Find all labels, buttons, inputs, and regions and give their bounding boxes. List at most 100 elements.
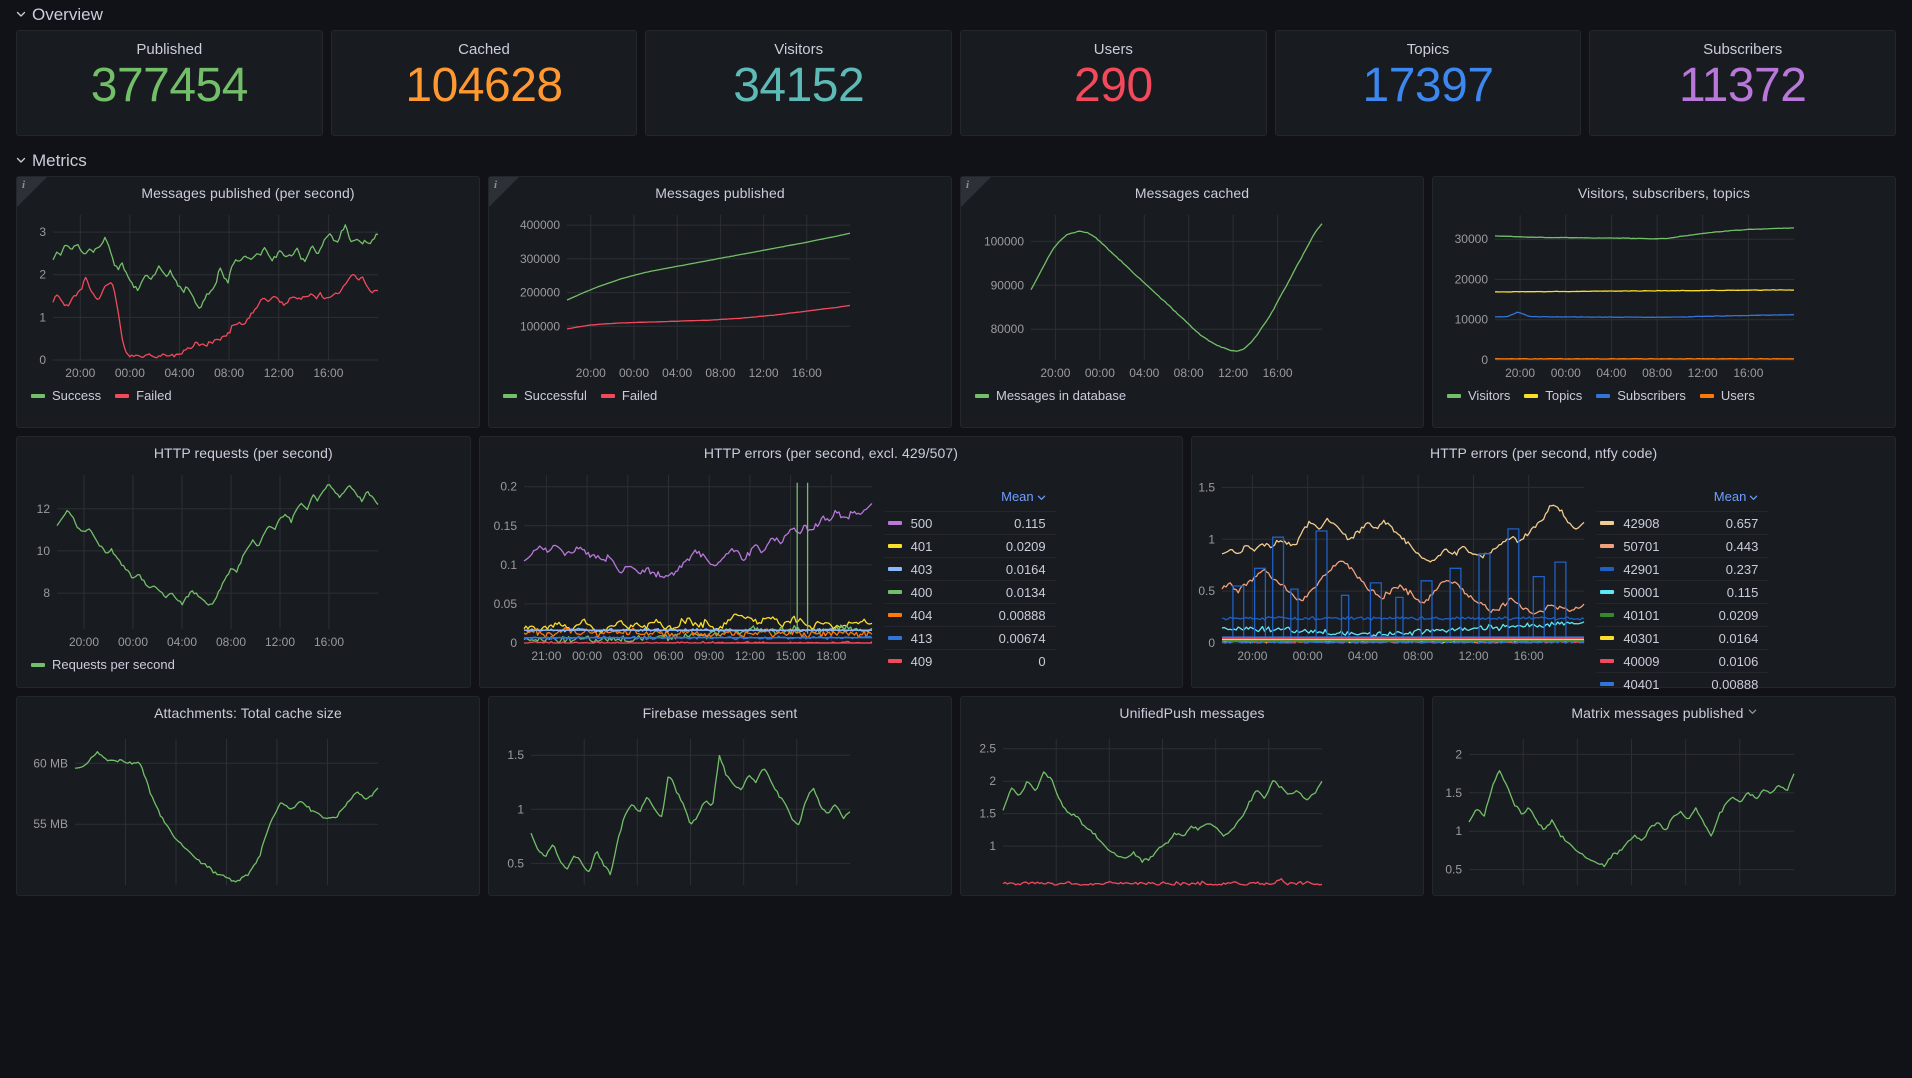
legend-item[interactable]: Failed	[600, 388, 657, 403]
panel-menu-chevron-icon[interactable]	[1748, 703, 1757, 714]
stat-panel-published[interactable]: Published 377454	[16, 30, 323, 136]
grid-cell: Visitors, subscribers, topics 0 10000 20000…	[1432, 176, 1896, 428]
legend-table-row[interactable]: 409 0	[883, 649, 1056, 672]
stat-title: Subscribers	[1703, 41, 1783, 58]
legend-table-row[interactable]: 50001 0.115	[1596, 580, 1769, 603]
panel-messages-cached[interactable]: i Messages cached 80000 90000 100000 20:00 00:…	[960, 176, 1424, 428]
legend-color-swatch	[1600, 521, 1615, 525]
legend-table-row[interactable]: 404 0.00888	[883, 603, 1056, 626]
row-header-metrics[interactable]: Metrics	[8, 146, 1904, 176]
panel-legend: Successful Failed	[489, 386, 951, 409]
info-icon[interactable]: i	[966, 179, 970, 191]
legend-table-row[interactable]: 40101 0.0209	[1596, 603, 1769, 626]
legend-table-row[interactable]: 40301 0.0164	[1596, 626, 1769, 649]
dashboard-root: Overview Published 377454 Cached 104628 Visi…	[8, 0, 1904, 896]
svg-text:04:00: 04:00	[167, 635, 197, 649]
svg-text:08:00: 08:00	[1404, 649, 1434, 663]
legend-label: 42901	[1623, 561, 1660, 577]
panel-title: HTTP requests (per second)	[153, 445, 333, 461]
legend-item[interactable]: Subscribers	[1596, 388, 1686, 403]
panel-firebase-messages[interactable]: Firebase messages sent 0.5 1 1.5	[488, 696, 952, 896]
info-icon[interactable]: i	[494, 179, 498, 191]
legend-label: 42908	[1623, 515, 1660, 531]
metrics-grid-row-1: i Messages published (per second) 0 1 2 3 20:0…	[8, 176, 1904, 428]
svg-text:1.5: 1.5	[1199, 480, 1216, 494]
panel-messages-published-rate[interactable]: i Messages published (per second) 0 1 2 3 20:0…	[16, 176, 480, 428]
legend-table-row[interactable]: 413 0.00674	[883, 626, 1056, 649]
stat-panel-subscribers[interactable]: Subscribers 11372	[1589, 30, 1897, 136]
panel-http-requests[interactable]: HTTP requests (per second) 8 10 12 20:00 00:0…	[16, 436, 471, 688]
svg-text:08:00: 08:00	[216, 635, 246, 649]
legend-label: Requests per second	[52, 657, 175, 672]
row-header-overview[interactable]: Overview	[8, 0, 1904, 30]
svg-text:0.5: 0.5	[1199, 584, 1216, 598]
legend-sort-header[interactable]: Mean	[884, 489, 1056, 511]
svg-text:20:00: 20:00	[1238, 649, 1268, 663]
legend-label: Messages in database	[996, 388, 1127, 403]
grid-cell: i Messages published (per second) 0 1 2 3 20:0…	[16, 176, 480, 428]
legend-value: 0.0164	[1005, 561, 1046, 577]
panel-legend: Success Failed	[17, 386, 479, 409]
legend-color-swatch	[887, 613, 902, 617]
stat-panel-users[interactable]: Users 290	[960, 30, 1267, 136]
stat-title: Visitors	[774, 41, 824, 58]
legend-item[interactable]: Visitors	[1447, 388, 1510, 403]
chevron-down-icon[interactable]	[16, 155, 26, 165]
svg-text:04:00: 04:00	[1129, 366, 1159, 380]
legend-color-swatch	[1600, 659, 1615, 663]
svg-text:0.5: 0.5	[1445, 863, 1462, 877]
panel-visitors-subscribers-topics[interactable]: Visitors, subscribers, topics 0 10000 20000…	[1432, 176, 1896, 428]
legend-label: 50001	[1623, 584, 1660, 600]
legend-color-swatch	[1600, 636, 1615, 640]
legend-sort-header[interactable]: Mean	[1596, 489, 1768, 511]
legend-table-row[interactable]: 50701 0.443	[1596, 534, 1769, 557]
chevron-down-icon[interactable]	[1037, 489, 1046, 504]
panel-title: Messages published (per second)	[141, 185, 355, 201]
legend-table-row[interactable]: 42901 0.237	[1596, 557, 1769, 580]
info-corner-marker[interactable]	[961, 177, 991, 207]
svg-text:2: 2	[39, 268, 46, 282]
legend-table-row[interactable]: 500 0.115	[883, 511, 1056, 534]
chevron-down-icon[interactable]	[16, 9, 26, 19]
legend-item[interactable]: Topics	[1524, 388, 1582, 403]
legend-item[interactable]: Requests per second	[31, 657, 175, 672]
grid-cell: i Messages published 100000 200000 300000 400…	[488, 176, 952, 428]
info-corner-marker[interactable]	[17, 177, 47, 207]
stat-panel-visitors[interactable]: Visitors 34152	[645, 30, 953, 136]
stat-panel-cached[interactable]: Cached 104628	[330, 30, 638, 136]
legend-label: Failed	[136, 388, 172, 403]
panel-http-errors-ntfy[interactable]: HTTP errors (per second, ntfy code) 0 0.5 1…	[1191, 436, 1897, 692]
legend-table-row[interactable]: 42908 0.657	[1596, 511, 1769, 534]
svg-text:16:00: 16:00	[1263, 366, 1293, 380]
panel-messages-published[interactable]: i Messages published 100000 200000 300000 400…	[488, 176, 952, 428]
panel-unifiedpush-messages[interactable]: UnifiedPush messages 1 1.5 2 2.5	[960, 696, 1424, 896]
svg-text:12:00: 12:00	[1218, 366, 1248, 380]
legend-item[interactable]: Users	[1699, 388, 1755, 403]
panel-matrix-messages[interactable]: Matrix messages published 0.5 1 1.5 2	[1432, 696, 1896, 896]
svg-text:1.5: 1.5	[979, 807, 996, 821]
chevron-down-icon[interactable]	[1749, 489, 1758, 504]
legend-table-row[interactable]: 403 0.0164	[883, 557, 1056, 580]
legend-color-swatch	[975, 393, 989, 398]
stat-value: 377454	[90, 59, 249, 112]
legend-item[interactable]: Successful	[503, 388, 587, 403]
panel-http-errors[interactable]: HTTP errors (per second, excl. 429/507) 0…	[478, 436, 1184, 688]
legend-table-row[interactable]: 40009 0.0106	[1596, 649, 1769, 672]
legend-item[interactable]: Failed	[115, 388, 172, 403]
info-corner-marker[interactable]	[489, 177, 519, 207]
legend-item[interactable]: Messages in database	[975, 388, 1126, 403]
svg-text:2.5: 2.5	[979, 742, 996, 756]
panel-attachments-cache[interactable]: Attachments: Total cache size 55 MB 60 MB	[16, 696, 480, 896]
stat-value: 11372	[1678, 59, 1807, 112]
legend-label: 50701	[1623, 538, 1660, 554]
stat-panel-topics[interactable]: Topics 17397	[1274, 30, 1582, 136]
svg-text:20:00: 20:00	[1505, 366, 1535, 380]
info-icon[interactable]: i	[22, 179, 26, 191]
legend-value: 0.00674	[998, 630, 1046, 646]
legend-value: 0.0134	[1005, 584, 1046, 600]
legend-item[interactable]: Success	[31, 388, 101, 403]
panel-title: UnifiedPush messages	[1119, 705, 1265, 721]
legend-table-row[interactable]: 40401 0.00888	[1596, 672, 1769, 695]
legend-table-row[interactable]: 401 0.0209	[883, 534, 1056, 557]
legend-table-row[interactable]: 400 0.0134	[883, 580, 1056, 603]
